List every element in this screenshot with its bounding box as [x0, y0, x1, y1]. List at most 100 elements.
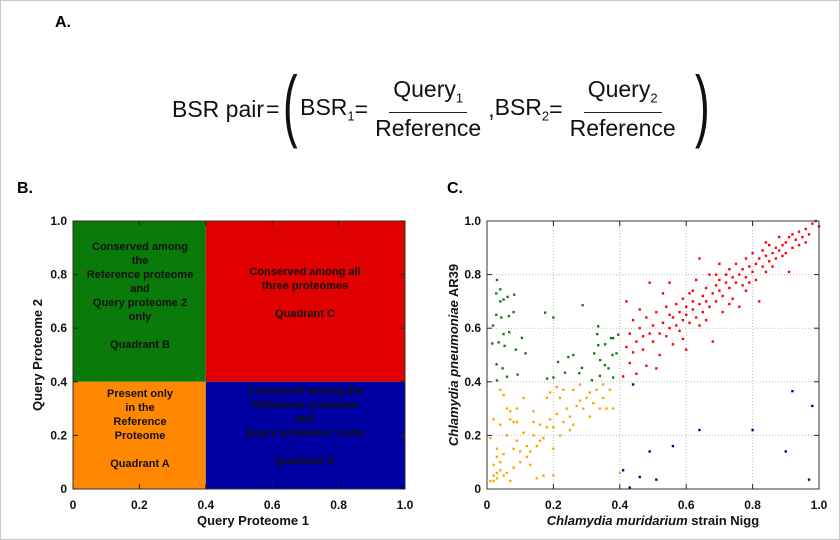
scatter-point [768, 243, 771, 247]
formula-equals: = [266, 95, 280, 122]
scatter-x-tick-label: 0.4 [611, 498, 628, 512]
scatter-point [592, 402, 595, 405]
scatter-point [691, 300, 695, 303]
scatter-point [811, 222, 814, 225]
scatter-point [509, 479, 512, 483]
scatter-point [797, 230, 801, 233]
quadrant-x-tick-label: 0.8 [330, 498, 347, 512]
scatter-point [495, 447, 499, 450]
bsr2-label: BSR2 [495, 94, 550, 124]
scatter-point [611, 376, 615, 379]
y-title-strain: AR39 [446, 264, 461, 300]
scatter-point [714, 273, 718, 276]
scatter-point [787, 270, 791, 274]
scatter-point [578, 372, 581, 375]
quadrant-b-description: Query proteome 2 [93, 297, 187, 309]
scatter-point [503, 344, 506, 348]
panel-label-c: C. [447, 180, 463, 197]
scatter-point [628, 361, 631, 365]
scatter-point [621, 469, 625, 472]
scatter-plot: 0 0.2 0.4 0.6 0.8 1.0 0 0.2 0.4 0.6 0.8 1.0 [464, 214, 827, 512]
scatter-point [597, 343, 600, 347]
scatter-point [641, 348, 645, 351]
scatter-point [499, 461, 502, 464]
quadrant-c-name: Quadrant C [275, 308, 335, 320]
scatter-point [718, 262, 721, 266]
scatter-point [675, 302, 678, 306]
scatter-point [764, 241, 768, 244]
scatter-point [671, 343, 675, 346]
scatter-point [651, 324, 655, 327]
scatter-point [681, 318, 685, 322]
bsr2-fraction: Query2 Reference [566, 75, 680, 144]
scatter-point [509, 418, 512, 421]
scatter-point [524, 352, 527, 355]
scatter-point [495, 363, 498, 366]
scatter-point [522, 431, 525, 434]
scatter-point [731, 276, 734, 279]
scatter-point [678, 329, 681, 333]
scatter-point [535, 444, 538, 448]
scatter-x-axis-title: Chlamydia muridarium strain Nigg [547, 513, 759, 528]
bsr2-equals: = [549, 95, 563, 122]
scatter-point [545, 377, 549, 380]
scatter-point [616, 333, 620, 336]
scatter-point [578, 399, 582, 402]
scatter-point [552, 474, 555, 477]
bsr-formula: BSR pair = ( BSR1 = Query1 Reference , B… [172, 60, 711, 150]
scatter-point [658, 332, 661, 335]
quadrant-x-tick-label: 0 [70, 498, 77, 512]
quadrant-a-name: Quadrant A [110, 458, 170, 470]
scatter-point [791, 246, 794, 249]
scatter-point [505, 471, 509, 475]
scatter-point [804, 227, 807, 231]
scatter-point [492, 418, 495, 421]
scatter-point [489, 479, 492, 483]
scatter-point [665, 335, 668, 338]
bsr2-text: BSR [494, 94, 542, 121]
scatter-point [525, 455, 529, 459]
scatter-point [738, 305, 741, 308]
quadrant-a [73, 381, 206, 489]
scatter-point [588, 391, 592, 394]
quadrant-c-description: Conserved among all [249, 266, 360, 278]
scatter-point [565, 407, 568, 410]
scatter-point [691, 308, 695, 311]
scatter-point [492, 463, 495, 467]
scatter-point [611, 353, 614, 357]
scatter-point [568, 415, 572, 418]
scatter-point [520, 336, 524, 340]
scatter-point [678, 310, 681, 314]
scatter-point [731, 297, 734, 300]
scatter-y-axis-title: Chlamydia pneumoniae AR39 [446, 264, 461, 446]
scatter-point [711, 340, 714, 343]
scatter-point [603, 363, 607, 367]
bsr1-denominator: Reference [375, 115, 482, 142]
scatter-point [688, 321, 691, 325]
scatter-point [532, 410, 535, 413]
left-parenthesis: ( [283, 60, 299, 149]
query2-text: Query [587, 75, 651, 102]
scatter-point [714, 300, 718, 303]
scatter-x-tick-label: 1.0 [811, 498, 828, 512]
quadrant-c-description: three proteomes [262, 280, 348, 292]
quadrant-x-tick-label: 1.0 [397, 498, 414, 512]
scatter-point [724, 281, 728, 284]
scatter-point [645, 316, 648, 319]
scatter-point [751, 428, 754, 432]
scatter-point [625, 345, 628, 349]
scatter-point [675, 324, 678, 327]
scatter-point [661, 321, 665, 325]
scatter-point [621, 375, 625, 378]
scatter-point [638, 327, 641, 330]
scatter-point [514, 348, 518, 351]
scatter-point [704, 286, 708, 290]
scatter-y-tick-label: 0.6 [464, 321, 481, 335]
quadrant-diagram: Conserved among the Reference proteome and Q… [50, 214, 413, 512]
scatter-point [522, 396, 525, 400]
scatter-point [572, 423, 575, 426]
scatter-point [655, 310, 658, 314]
scatter-point [807, 233, 811, 236]
scatter-y-tick-label: 0.4 [464, 375, 481, 389]
scatter-point [761, 265, 764, 268]
